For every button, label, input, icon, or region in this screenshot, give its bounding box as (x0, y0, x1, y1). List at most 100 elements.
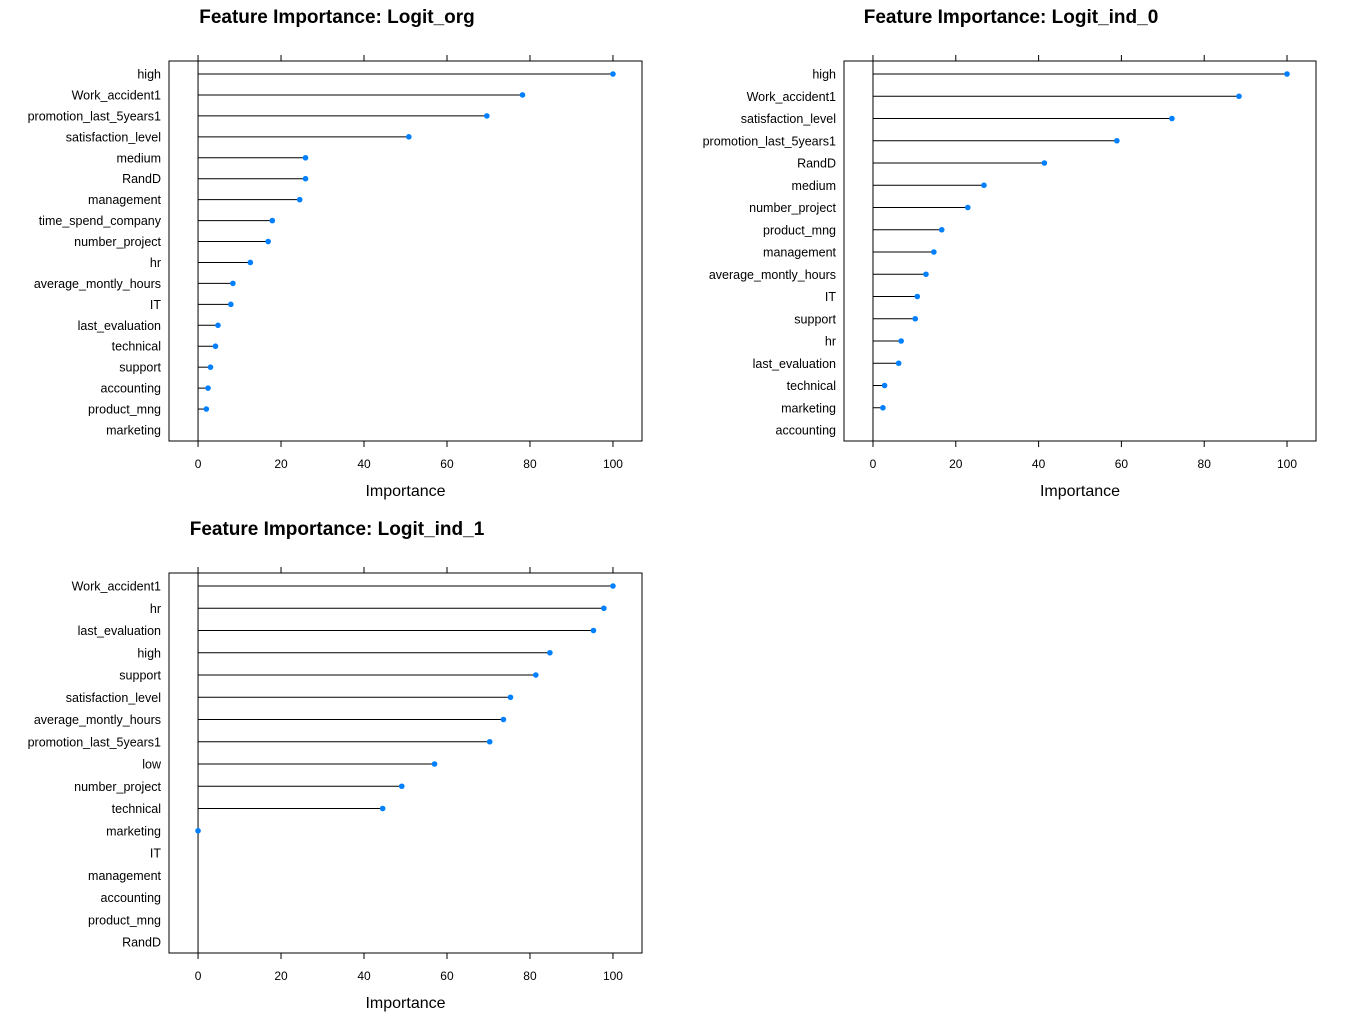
chart-0-data-point (265, 238, 271, 245)
chart-1-category-label: marketing (781, 401, 836, 415)
chart-0-category-label: time_spend_company (39, 214, 162, 228)
chart-0-category-label: product_mng (88, 403, 161, 417)
chart-0-category-label: accounting (101, 382, 162, 396)
chart-0-x-tick-label: 40 (357, 457, 371, 471)
chart-1-data-point (914, 293, 921, 300)
chart-0-category-label: marketing (106, 424, 161, 438)
chart-1-data-point (881, 382, 888, 389)
chart-0-data-point (519, 92, 526, 98)
chart-2-data-point (532, 672, 539, 678)
chart-2-title: Feature Importance: Logit_ind_1 (190, 519, 485, 540)
chart-2-data-point (500, 716, 507, 723)
chart-0-data-point (215, 322, 221, 329)
chart-0-data-point (269, 217, 276, 224)
chart-0-data-point (207, 364, 214, 370)
chart-0-data-point (296, 196, 303, 203)
chart-2-category-label: marketing (106, 824, 161, 838)
chart-2-category-label: Work_accident1 (72, 580, 161, 594)
chart-1-x-tick-label: 20 (949, 457, 963, 471)
chart-1-category-label: promotion_last_5years1 (703, 134, 836, 148)
chart-1-category-label: product_mng (763, 223, 836, 237)
chart-2-data-point (431, 761, 438, 767)
chart-1-category-label: support (794, 312, 836, 326)
chart-1-category-label: high (812, 68, 836, 82)
chart-2-category-label: promotion_last_5years1 (28, 735, 161, 749)
chart-2-plot-frame (168, 572, 643, 954)
chart-0-category-label: IT (150, 298, 161, 312)
chart-2-x-tick-label: 80 (523, 969, 537, 983)
chart-1-data-point (912, 315, 919, 322)
chart-1-category-label: average_montly_hours (709, 268, 836, 282)
chart-2-category-label: high (137, 646, 161, 660)
chart-0-category-label: management (88, 193, 161, 207)
chart-0-category-label: RandD (122, 172, 161, 186)
chart-0-x-tick-label: 20 (274, 457, 288, 471)
chart-2-data-point (610, 583, 616, 589)
chart-1-category-label: number_project (749, 201, 836, 215)
chart-2-category-label: last_evaluation (78, 624, 161, 638)
chart-2-data-point (195, 827, 201, 834)
chart-0-category-label: number_project (74, 235, 161, 249)
chart-2-data-point (398, 783, 405, 790)
chart-2-category-label: support (119, 669, 161, 683)
chart-1-data-point (898, 338, 904, 344)
chart-0-data-point (247, 259, 254, 266)
chart-1-x-tick-label: 60 (1115, 457, 1129, 471)
chart-2-data-point (601, 605, 607, 612)
chart-2-x-tick-label: 40 (357, 969, 371, 983)
chart-1-data-point (1284, 71, 1290, 77)
chart-0-category-label: promotion_last_5years1 (28, 109, 161, 123)
chart-1-plot-frame (843, 60, 1317, 442)
chart-0-data-point (610, 71, 616, 77)
chart-1-x-axis-label: Importance (1040, 483, 1120, 500)
chart-1-category-label: IT (825, 290, 836, 304)
chart-2-x-axis-label: Importance (365, 995, 445, 1012)
chart-0-data-point (230, 280, 236, 287)
chart-1-data-point (931, 249, 937, 255)
chart-0-category-label: technical (112, 340, 161, 354)
chart-0-category-label: Work_accident1 (72, 88, 161, 102)
chart-1-category-label: RandD (797, 157, 836, 171)
chart-1-x-tick-label: 0 (870, 457, 877, 471)
chart-0-data-point (203, 406, 210, 412)
chart-0-x-tick-label: 80 (523, 457, 537, 471)
chart-2-category-label: satisfaction_level (66, 691, 161, 705)
chart-1-data-point (923, 271, 929, 278)
chart-2-category-label: IT (150, 847, 161, 861)
chart-0-data-point (228, 301, 234, 308)
chart-0-category-label: average_montly_hours (34, 277, 161, 291)
chart-1-category-label: accounting (776, 424, 837, 438)
chart-2-category-label: average_montly_hours (34, 713, 161, 727)
chart-0-plot-frame (168, 60, 643, 442)
chart-2-x-tick-label: 100 (603, 969, 623, 983)
chart-0-category-label: hr (150, 256, 161, 270)
chart-1-category-label: hr (825, 335, 836, 349)
chart-0-category-label: medium (117, 151, 161, 165)
chart-1-title: Feature Importance: Logit_ind_0 (864, 7, 1159, 28)
chart-2-data-point (379, 805, 386, 812)
chart-1-data-point (895, 360, 902, 367)
chart-0-x-tick-label: 100 (603, 457, 623, 471)
chart-0-data-point (406, 134, 412, 140)
chart-1-data-point (981, 182, 987, 189)
chart-1-data-point (1236, 93, 1242, 100)
chart-1-category-label: management (763, 246, 836, 260)
chart-0-x-tick-label: 60 (440, 457, 454, 471)
chart-1-data-point (880, 404, 886, 411)
chart-2-x-tick-label: 60 (440, 969, 454, 983)
chart-1-data-point (1169, 115, 1175, 122)
chart-2-category-label: hr (150, 602, 161, 616)
chart-1-data-point (1041, 160, 1048, 166)
chart-1-data-point (964, 204, 971, 211)
chart-0-title: Feature Importance: Logit_org (199, 7, 475, 28)
chart-2-data-point (547, 649, 553, 656)
chart-1-x-tick-label: 80 (1198, 457, 1212, 471)
chart-1-category-label: medium (792, 179, 836, 193)
chart-1-data-point (1114, 137, 1120, 144)
chart-2-category-label: product_mng (88, 913, 161, 927)
chart-0-data-point (302, 154, 309, 161)
chart-2-category-label: number_project (74, 780, 161, 794)
chart-1-category-label: last_evaluation (753, 357, 836, 371)
